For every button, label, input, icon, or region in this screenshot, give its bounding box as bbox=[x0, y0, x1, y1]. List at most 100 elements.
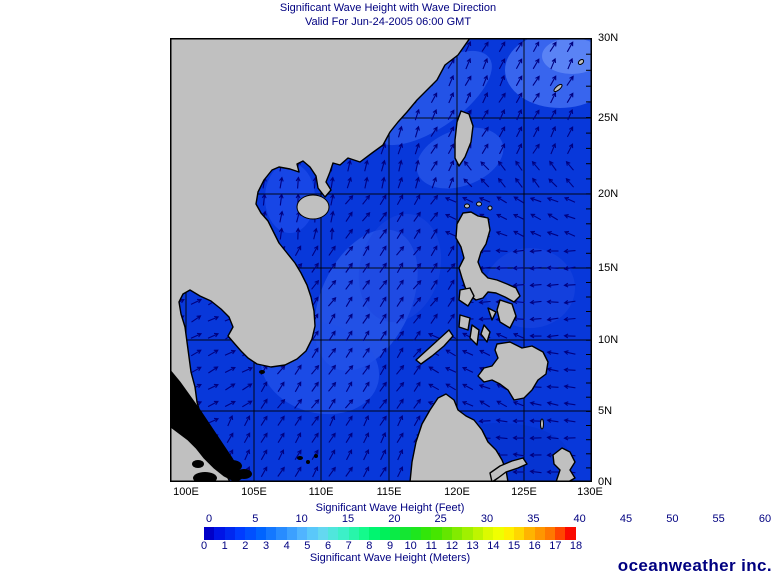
wave-arrow bbox=[379, 398, 388, 409]
wave-arrow bbox=[379, 347, 387, 358]
colorbar-segment bbox=[451, 527, 463, 540]
meters-tick: 11 bbox=[425, 540, 438, 552]
black-island bbox=[210, 447, 226, 457]
wave-arrow bbox=[224, 366, 236, 373]
meters-tick: 18 bbox=[569, 540, 583, 552]
land-luzon bbox=[455, 211, 521, 303]
small-island bbox=[296, 194, 330, 220]
wave-arrow bbox=[448, 159, 455, 172]
wave-arrow bbox=[414, 142, 420, 155]
wave-arrow bbox=[546, 469, 559, 475]
colorbar-segment bbox=[317, 527, 328, 540]
wave-arrow bbox=[444, 230, 457, 237]
land-sulawesi_ne bbox=[552, 447, 576, 483]
feet-tick: 20 bbox=[388, 513, 401, 525]
meters-tick: 3 bbox=[262, 540, 270, 552]
wave-arrow bbox=[379, 211, 387, 222]
wave-arrow bbox=[396, 347, 404, 359]
wave-arrow bbox=[563, 265, 576, 271]
legend-feet-title: Significant Wave Height (Feet) bbox=[315, 502, 465, 514]
black-island bbox=[306, 460, 310, 464]
wave-arrow bbox=[277, 398, 286, 409]
feet-tick: 35 bbox=[527, 513, 540, 525]
wave-arrow bbox=[531, 160, 540, 171]
wave-arrow bbox=[414, 108, 420, 121]
wave-arrow bbox=[346, 176, 352, 189]
wave-arrow bbox=[344, 365, 354, 375]
wave-arrow bbox=[328, 330, 336, 341]
small-island bbox=[540, 418, 544, 430]
wave-arrow bbox=[207, 400, 219, 408]
wave-arrow bbox=[461, 349, 474, 356]
wave-arrow bbox=[498, 92, 506, 103]
wave-arrow bbox=[396, 381, 405, 392]
wave-arrow bbox=[515, 177, 523, 188]
wave-arrow bbox=[529, 401, 542, 406]
wave-arrow bbox=[447, 279, 455, 290]
wave-arrow bbox=[430, 262, 438, 273]
feet-tick: 10 bbox=[295, 513, 308, 525]
wave-arrow bbox=[445, 349, 456, 357]
land-mindanao bbox=[477, 341, 549, 401]
land-mindoro bbox=[458, 287, 475, 307]
colorbar-segment bbox=[410, 527, 421, 540]
wave-arrow bbox=[396, 330, 404, 341]
wave-arrow bbox=[413, 296, 422, 307]
wave-arrow bbox=[379, 466, 387, 477]
wave-arrow bbox=[207, 383, 219, 390]
meters-tick: 7 bbox=[345, 540, 352, 552]
black-island bbox=[236, 469, 252, 479]
wave-arrow bbox=[363, 414, 370, 427]
wave-arrow bbox=[478, 299, 491, 305]
wave-arrow bbox=[550, 125, 557, 138]
wave-arrow bbox=[478, 196, 491, 203]
feet-tick: 0 bbox=[205, 513, 213, 525]
wave-arrow bbox=[397, 142, 404, 155]
wave-arrow bbox=[479, 400, 490, 408]
wave-arrow bbox=[396, 211, 404, 223]
wave-arrow bbox=[207, 349, 219, 357]
wave-arrow bbox=[276, 365, 286, 375]
feet-tick: 5 bbox=[252, 513, 259, 525]
black-island bbox=[192, 460, 204, 468]
lat-label: 30N bbox=[598, 32, 619, 44]
wave-arrow bbox=[515, 160, 523, 171]
feet-tick: 40 bbox=[573, 513, 586, 525]
wave-arrow bbox=[532, 75, 540, 86]
wave-arrow bbox=[499, 108, 506, 121]
wave-arrow bbox=[478, 316, 491, 322]
wave-arrow bbox=[328, 398, 336, 409]
wave-arrow bbox=[512, 469, 525, 475]
wave-arrow bbox=[311, 262, 319, 273]
wave-arrow bbox=[295, 176, 301, 189]
wave-arrow bbox=[532, 143, 540, 154]
wave-arrow bbox=[529, 196, 542, 203]
feet-tick: 55 bbox=[712, 513, 725, 525]
wave-arrow bbox=[465, 91, 472, 104]
chart-title: Significant Wave Height with Wave Direct… bbox=[279, 2, 497, 14]
wave-arrow bbox=[260, 381, 268, 393]
wave-arrow bbox=[362, 194, 371, 205]
wave-arrow bbox=[345, 381, 353, 393]
wave-arrow bbox=[413, 194, 421, 206]
wave-arrow bbox=[546, 230, 559, 237]
wave-arrow bbox=[312, 465, 319, 478]
wave-arrow bbox=[311, 415, 319, 426]
colorbar-segment bbox=[565, 527, 576, 540]
wave-arrow bbox=[495, 418, 508, 424]
wave-arrow bbox=[444, 213, 457, 220]
meters-tick: 4 bbox=[283, 540, 290, 552]
wave-arrow bbox=[563, 282, 576, 288]
feet-tick: 30 bbox=[480, 513, 494, 525]
wave-arrow bbox=[430, 126, 438, 137]
wave-arrow bbox=[379, 262, 387, 273]
wave-arrow bbox=[294, 449, 302, 460]
wave-arrow bbox=[412, 263, 422, 273]
black-island bbox=[297, 456, 303, 460]
colorbar-segment bbox=[513, 527, 525, 540]
wave-arrow bbox=[430, 211, 439, 222]
wave-arrow bbox=[413, 398, 421, 409]
wave-arrow bbox=[462, 196, 474, 203]
wave-arrow bbox=[311, 245, 319, 257]
feet-tick: 45 bbox=[619, 513, 633, 525]
